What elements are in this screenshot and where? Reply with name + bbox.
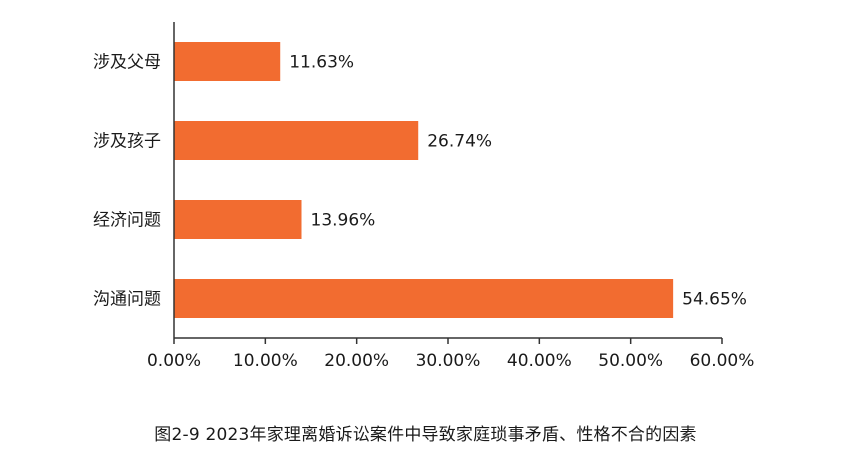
x-tick-label: 20.00%: [324, 351, 389, 371]
category-label: 涉及父母: [93, 53, 161, 73]
data-label: 13.96%: [311, 211, 376, 231]
x-tick-label: 0.00%: [147, 351, 201, 371]
data-label: 11.63%: [289, 53, 354, 73]
x-tick-label: 60.00%: [690, 351, 755, 371]
data-label: 54.65%: [682, 290, 747, 310]
x-tick-label: 10.00%: [233, 351, 298, 371]
x-tick-label: 40.00%: [507, 351, 572, 371]
x-tick-label: 30.00%: [416, 351, 481, 371]
bar-chart: 涉及父母 11.63% 涉及孩子 26.74% 经济问题 13.96% 沟通问题 54.65%…: [93, 22, 755, 371]
category-label: 经济问题: [93, 211, 161, 231]
data-label: 26.74%: [427, 132, 492, 152]
x-tick-label: 50.00%: [598, 351, 663, 371]
bar: [174, 200, 302, 239]
bar: [174, 121, 419, 160]
bar: [174, 279, 674, 318]
category-label: 涉及孩子: [93, 132, 161, 152]
bar: [174, 42, 281, 81]
category-label: 沟通问题: [93, 290, 161, 310]
figure-caption: 图2-9 2023年家理离婚诉讼案件中导致家庭琐事矛盾、性格不合的因素: [154, 425, 697, 445]
